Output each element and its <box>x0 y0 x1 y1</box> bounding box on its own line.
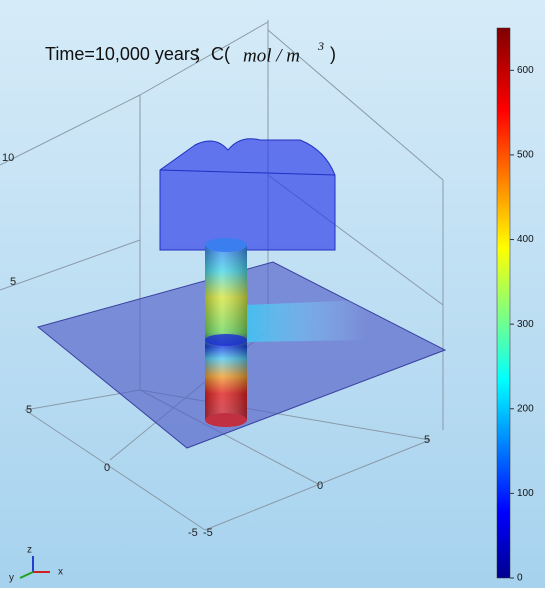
x-axis-label: -5 <box>203 527 213 539</box>
gizmo-label: x <box>58 567 63 578</box>
colorbar <box>496 27 511 579</box>
gizmo <box>19 556 50 579</box>
y-axis-label: 0 <box>104 462 110 474</box>
title-sep: ；C( <box>193 44 230 64</box>
colorbar-tick-label: 200 <box>517 403 534 414</box>
title-close: ) <box>330 44 336 64</box>
x-axis-label: 0 <box>317 480 323 492</box>
gizmo-label: y <box>9 573 14 584</box>
z-axis-label: 5 <box>10 276 16 288</box>
colorbar-tick-label: 400 <box>517 234 534 245</box>
block <box>159 138 336 251</box>
y-axis-label: -5 <box>188 527 198 539</box>
gizmo-label: z <box>27 545 32 556</box>
colorbar-tick-label: 0 <box>517 573 523 584</box>
colorbar-tick-label: 500 <box>517 150 534 161</box>
z-axis-label: 10 <box>2 152 14 164</box>
title-unit: mol / m <box>243 45 300 66</box>
y-axis-label: 5 <box>26 404 32 416</box>
plume <box>245 300 365 342</box>
x-axis-label: 5 <box>424 434 430 446</box>
colorbar-tick-label: 600 <box>517 65 534 76</box>
colorbar-tick-label: 100 <box>517 488 534 499</box>
colorbar-tick-label: 300 <box>517 319 534 330</box>
title-exponent: 3 <box>317 39 324 53</box>
title-time: Time=10,000 years <box>45 44 199 64</box>
cylinder <box>205 238 247 427</box>
